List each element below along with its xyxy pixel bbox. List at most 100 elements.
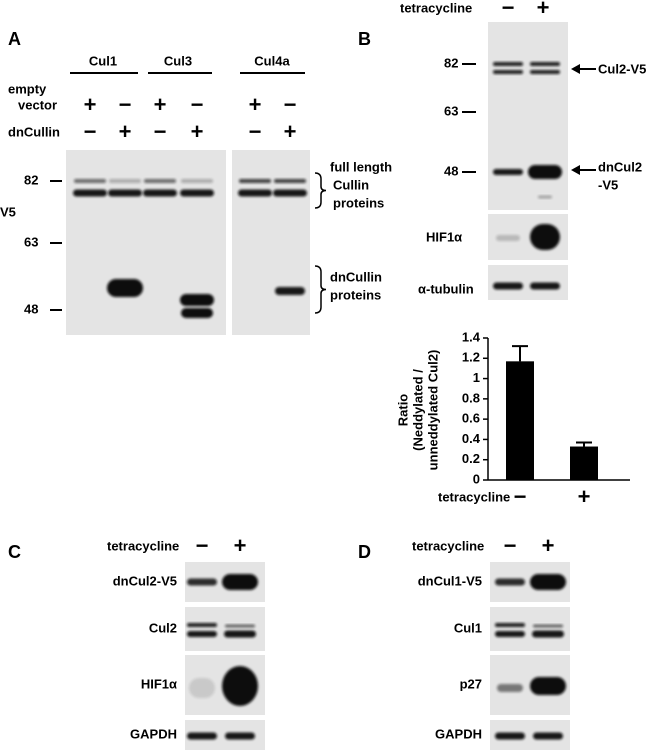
error-bar [576,441,592,447]
band [533,624,563,628]
blot-label: dnCul2-V5 [113,573,177,588]
blot-label: GAPDH [435,726,482,741]
blot-annotation: -V5 [598,177,618,192]
sign: − [84,119,97,144]
x-axis-label: tetracycline [438,489,510,504]
band [225,624,255,628]
band [530,677,566,695]
band [273,189,307,197]
band [493,70,523,74]
band [530,70,560,74]
sign: + [119,119,132,144]
sign: − [284,92,297,117]
blot-label: HIF1α [426,229,462,244]
band [239,179,271,183]
blot-label: Cul2 [149,620,177,635]
row-label: vector [18,97,57,112]
band [143,189,177,197]
band [493,62,523,66]
bracket-label: Cullin [333,177,369,192]
y-axis-label: unneddylated Cul2) [425,350,440,471]
bracket-label: dnCullin [330,269,382,284]
band [109,179,141,183]
treatment-label: tetracycline [107,538,179,553]
band [497,684,523,692]
blot [490,607,570,651]
band [181,308,213,318]
panel-letter: C [8,542,21,562]
blot-label: p27 [460,676,482,691]
bracket-label: full length [330,159,392,174]
group-label: Cul4a [254,53,290,68]
band [107,279,143,297]
bracket-label: proteins [330,287,381,302]
sign: + [234,533,247,558]
sign: + [249,92,262,117]
blot-label: Cul1 [454,620,482,635]
sign: − [502,0,515,20]
y-tick-label: 1 [473,370,480,385]
marker-label: 63 [24,234,38,249]
band [187,623,217,627]
band [187,578,217,586]
bracket [314,265,327,314]
blot-label: HIF1α [141,676,177,691]
y-tick-label: 0.6 [462,411,480,426]
band [108,189,142,197]
marker-label: 82 [24,172,38,187]
y-tick-label: 0 [473,471,480,486]
bar [506,361,534,480]
arrow-head [571,64,580,74]
band [225,732,255,740]
bracket-label: proteins [333,195,384,210]
treatment-label: tetracycline [412,538,484,553]
band [222,666,258,706]
y-tick-label: 0.8 [462,390,480,405]
y-tick-label: 0.2 [462,451,480,466]
band [530,282,560,290]
marker-label: 48 [24,301,38,316]
band [533,732,563,740]
band [495,578,525,586]
band [187,631,217,637]
y-axis-label: (Neddylated / [410,369,425,451]
x-tick-label: + [578,484,591,509]
band [180,294,214,306]
blot-label: GAPDH [130,726,177,741]
blot [488,22,568,210]
marker-label: 82 [444,55,458,70]
sign: + [191,119,204,144]
band [530,62,560,66]
sign: − [249,119,262,144]
sign: − [191,92,204,117]
y-tick-label: 1.4 [462,329,481,344]
band [275,287,305,295]
band [189,678,215,698]
panel-letter: B [358,29,371,49]
band [530,574,566,590]
y-tick-label: 1.2 [462,350,480,365]
band [495,732,525,740]
band [495,631,525,637]
sign: + [284,119,297,144]
treatment-label: tetracycline [400,0,472,15]
band [495,623,525,627]
sign: + [537,0,550,20]
bar [570,446,598,480]
blot-label: dnCul1-V5 [418,573,482,588]
sign: − [196,533,209,558]
band [180,189,214,197]
band [530,224,560,250]
blot [66,150,226,335]
band [493,282,523,290]
sign: + [154,92,167,117]
marker-label: 48 [444,163,458,178]
band [144,179,176,183]
band [181,179,213,183]
sign: + [542,533,555,558]
row-label: dnCullin [8,124,60,139]
band [224,630,256,638]
band [222,574,258,590]
band [74,179,106,183]
band [532,630,564,638]
